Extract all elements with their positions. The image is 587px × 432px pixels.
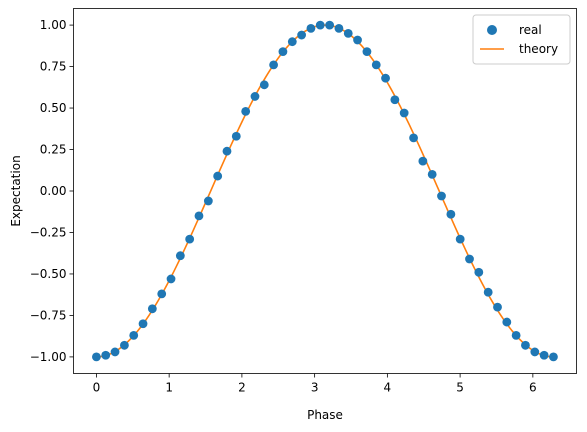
real-point: [549, 352, 558, 362]
real-point: [362, 47, 372, 57]
real-point: [521, 340, 530, 350]
real-point: [259, 80, 269, 90]
y-tick-label: 0.50: [40, 101, 67, 115]
real-point: [399, 108, 409, 118]
legend-real-marker: [487, 25, 497, 35]
real-point: [530, 347, 540, 357]
real-series: [92, 20, 558, 362]
plot-area: [73, 8, 577, 374]
real-point: [306, 24, 316, 33]
real-point: [427, 170, 437, 179]
real-point: [147, 304, 157, 314]
x-axis-label: Phase: [307, 408, 343, 422]
real-point: [175, 251, 185, 261]
x-tick-label: 1: [165, 381, 173, 395]
real-point: [493, 302, 502, 312]
y-tick-label: −0.25: [30, 225, 67, 239]
y-tick-label: −0.75: [30, 308, 67, 322]
real-point: [539, 350, 549, 360]
y-tick-label: 0.75: [40, 60, 67, 74]
real-point: [455, 234, 465, 244]
legend-box: [472, 14, 571, 65]
real-point: [101, 350, 111, 360]
real-point: [511, 330, 521, 340]
real-point: [231, 131, 241, 141]
real-point: [315, 20, 325, 30]
real-point: [110, 347, 120, 357]
real-point: [474, 267, 484, 277]
x-tick-label: 3: [311, 381, 319, 395]
real-point: [120, 340, 129, 350]
real-point: [287, 37, 297, 47]
real-point: [325, 20, 335, 30]
real-point: [390, 95, 400, 105]
y-tick-label: −1.00: [30, 350, 67, 364]
real-point: [138, 319, 148, 329]
real-point: [334, 24, 344, 33]
real-point: [502, 317, 512, 327]
real-point: [343, 28, 353, 38]
real-point: [465, 254, 474, 264]
y-tick-label: 1.00: [40, 18, 67, 32]
legend-real-label: real: [519, 23, 542, 37]
real-point: [409, 133, 418, 143]
real-point: [483, 287, 493, 297]
real-point: [185, 234, 195, 244]
x-axis-ticks: 0 1 2 3 4 5 6: [93, 373, 537, 395]
real-point: [241, 106, 251, 116]
x-tick-label: 5: [456, 381, 464, 395]
real-point: [166, 274, 176, 284]
x-tick-label: 2: [238, 381, 246, 395]
real-point: [129, 330, 139, 340]
real-point: [446, 209, 456, 219]
real-point: [418, 156, 428, 166]
y-axis-label: Expectation: [9, 155, 23, 226]
real-point: [92, 352, 101, 362]
legend-theory-label: theory: [519, 42, 558, 56]
y-tick-label: −0.50: [30, 267, 67, 281]
legend: real theory: [472, 14, 571, 65]
y-axis-ticks: −1.00 −0.75 −0.50 −0.25 0.00 0.25 0.50 0.75 1.00: [30, 18, 74, 364]
axes-frame: [73, 8, 577, 374]
y-tick-label: 0.00: [40, 184, 67, 198]
real-point: [222, 146, 232, 156]
x-tick-label: 0: [93, 381, 101, 395]
real-point: [194, 211, 204, 221]
real-point: [269, 60, 279, 70]
real-point: [203, 196, 213, 206]
real-point: [297, 30, 307, 40]
y-tick-label: 0.25: [40, 143, 67, 157]
real-point: [371, 60, 381, 70]
x-tick-label: 6: [529, 381, 537, 395]
x-tick-label: 4: [384, 381, 392, 395]
real-point: [353, 35, 362, 45]
real-point: [213, 171, 223, 181]
real-point: [278, 47, 288, 57]
real-point: [437, 191, 446, 201]
real-point: [381, 73, 390, 83]
real-point: [157, 289, 167, 299]
real-point: [250, 92, 260, 101]
